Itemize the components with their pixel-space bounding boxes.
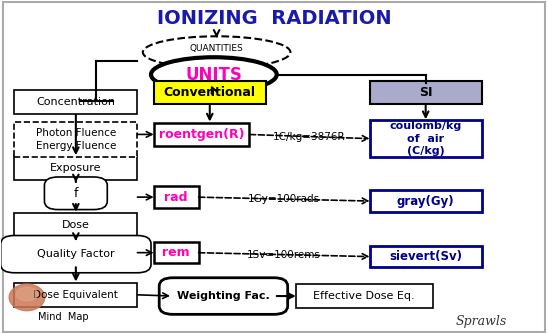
- Text: rem: rem: [162, 246, 190, 259]
- FancyBboxPatch shape: [370, 246, 482, 268]
- FancyBboxPatch shape: [14, 122, 138, 157]
- FancyBboxPatch shape: [3, 2, 545, 332]
- Text: QUANTITIES: QUANTITIES: [190, 44, 243, 53]
- Text: 1Sv=100rems: 1Sv=100rems: [247, 249, 321, 260]
- Text: sievert(Sv): sievert(Sv): [389, 250, 462, 263]
- Text: rad: rad: [164, 191, 188, 204]
- Text: Dose Equivalent: Dose Equivalent: [33, 290, 118, 300]
- Text: Dose: Dose: [62, 220, 90, 230]
- Text: Weighting Fac.: Weighting Fac.: [177, 291, 270, 301]
- FancyBboxPatch shape: [159, 278, 288, 314]
- Text: Exposure: Exposure: [50, 163, 101, 173]
- Text: Conventional: Conventional: [164, 86, 256, 99]
- Text: f: f: [73, 187, 78, 200]
- Text: Effective Dose Eq.: Effective Dose Eq.: [313, 291, 415, 301]
- FancyBboxPatch shape: [154, 242, 198, 264]
- Text: Quality Factor: Quality Factor: [37, 249, 115, 259]
- FancyBboxPatch shape: [14, 283, 138, 307]
- Text: coulomb/kg
of  air
(C/kg): coulomb/kg of air (C/kg): [390, 121, 462, 156]
- Text: SI: SI: [419, 86, 432, 99]
- Ellipse shape: [16, 287, 38, 301]
- FancyBboxPatch shape: [154, 123, 249, 146]
- Text: Photon Fluence
Energy Fluence: Photon Fluence Energy Fluence: [36, 128, 116, 151]
- FancyBboxPatch shape: [370, 121, 482, 157]
- Text: Concentration: Concentration: [36, 97, 115, 107]
- FancyBboxPatch shape: [14, 156, 138, 180]
- FancyBboxPatch shape: [14, 213, 138, 237]
- Ellipse shape: [9, 284, 45, 311]
- FancyBboxPatch shape: [370, 81, 482, 105]
- Text: UNITS: UNITS: [185, 65, 242, 84]
- Text: 1C/kg=3876R: 1C/kg=3876R: [273, 132, 346, 142]
- Text: roentgen(R): roentgen(R): [159, 128, 244, 141]
- FancyBboxPatch shape: [370, 190, 482, 212]
- FancyBboxPatch shape: [44, 177, 107, 209]
- Text: Mind  Map: Mind Map: [38, 312, 89, 322]
- Text: Sprawls: Sprawls: [456, 315, 507, 328]
- FancyBboxPatch shape: [14, 90, 138, 114]
- FancyBboxPatch shape: [296, 285, 432, 308]
- Text: 1Gy=100rads: 1Gy=100rads: [248, 194, 320, 204]
- Text: gray(Gy): gray(Gy): [397, 195, 454, 208]
- FancyBboxPatch shape: [1, 235, 151, 273]
- Text: IONIZING  RADIATION: IONIZING RADIATION: [157, 9, 391, 28]
- FancyBboxPatch shape: [154, 81, 266, 105]
- FancyBboxPatch shape: [154, 186, 198, 208]
- Ellipse shape: [143, 36, 290, 68]
- Ellipse shape: [151, 57, 277, 92]
